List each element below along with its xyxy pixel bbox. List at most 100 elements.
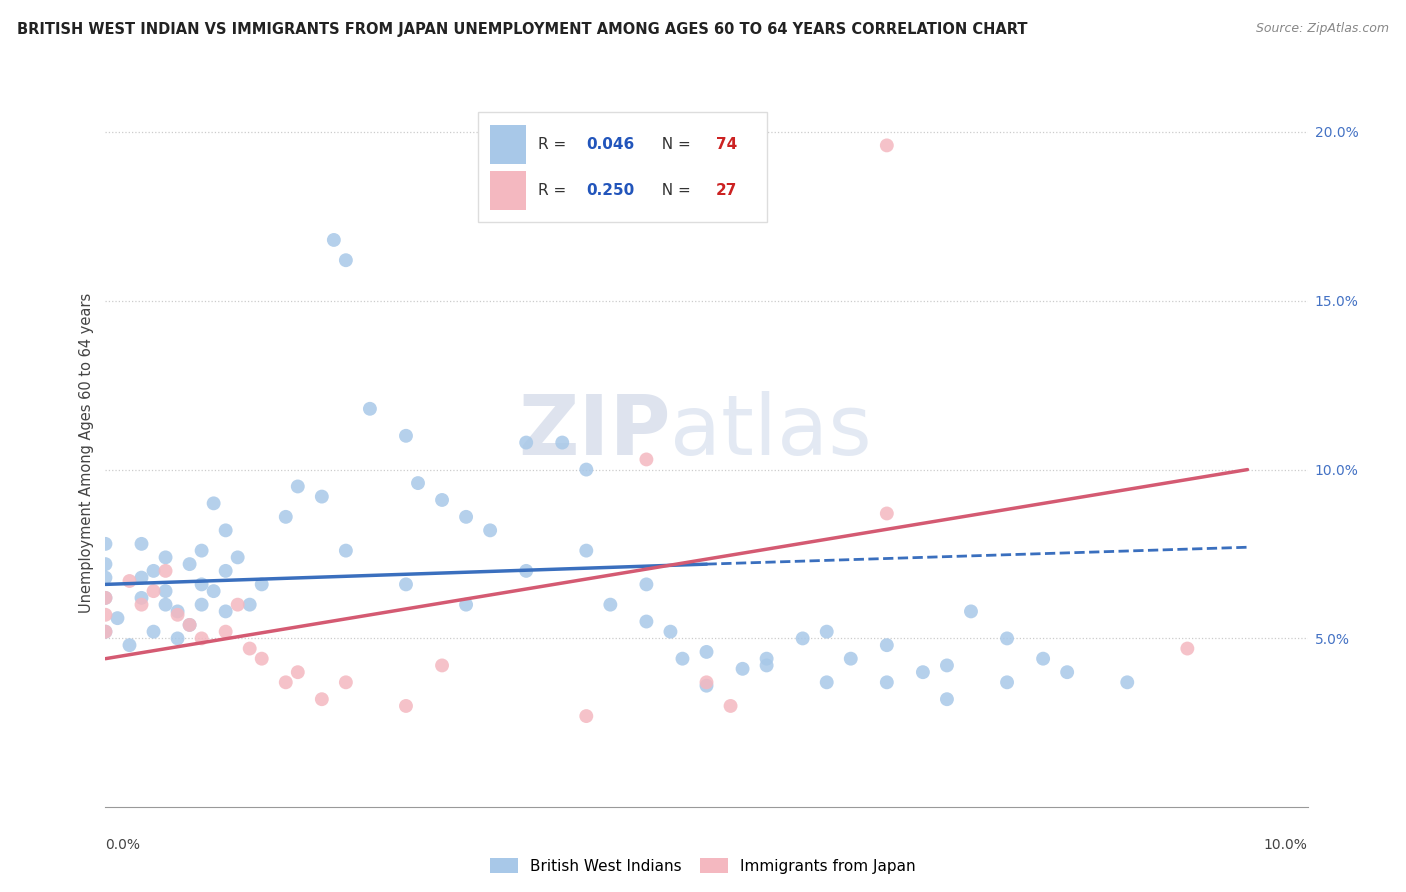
Point (515, 435, 537, 450)
Point (1056, 665, 1078, 680)
Point (515, 564, 537, 578)
Point (575, 709, 598, 723)
Text: R =: R = (538, 183, 571, 198)
Point (202, 584, 225, 599)
Point (250, 651, 273, 665)
Point (430, 658, 453, 673)
Point (190, 543, 212, 558)
Point (214, 604, 236, 618)
Point (671, 651, 693, 665)
Point (322, 233, 344, 247)
Point (131, 571, 153, 585)
Point (202, 496, 225, 510)
Point (575, 543, 598, 558)
Point (239, 641, 262, 656)
Point (995, 675, 1018, 690)
Point (731, 662, 754, 676)
Text: ZIP: ZIP (517, 391, 671, 472)
Point (815, 675, 838, 690)
Point (118, 638, 141, 652)
Point (94, 591, 117, 605)
Point (815, 624, 838, 639)
Point (755, 651, 778, 665)
Point (142, 624, 165, 639)
Point (190, 577, 212, 591)
Point (166, 604, 188, 618)
Point (190, 598, 212, 612)
Legend: British West Indians, Immigrants from Japan: British West Indians, Immigrants from Ja… (485, 852, 921, 880)
Point (876, 138, 898, 153)
Point (720, 698, 742, 713)
Point (936, 658, 959, 673)
Text: 0.046: 0.046 (586, 136, 634, 152)
Point (179, 557, 201, 571)
Point (311, 490, 333, 504)
Point (94, 607, 117, 622)
Point (94, 537, 117, 551)
Point (1116, 675, 1139, 690)
Point (839, 651, 862, 665)
Point (155, 584, 177, 599)
Point (1175, 641, 1198, 656)
Point (131, 537, 153, 551)
Point (430, 492, 453, 507)
Point (287, 665, 309, 680)
Point (755, 658, 778, 673)
Point (311, 692, 333, 706)
Point (94, 557, 117, 571)
Point (659, 624, 682, 639)
Point (287, 479, 309, 493)
Point (911, 665, 934, 680)
Point (636, 577, 658, 591)
Point (936, 692, 959, 706)
Text: N =: N = (652, 136, 696, 152)
Point (250, 577, 273, 591)
Text: 27: 27 (716, 183, 738, 198)
Point (551, 435, 574, 450)
Point (155, 550, 177, 565)
Text: 10.0%: 10.0% (1264, 838, 1308, 853)
Point (155, 564, 177, 578)
Point (131, 591, 153, 605)
Point (142, 564, 165, 578)
Point (107, 611, 129, 625)
Point (575, 462, 598, 476)
Point (454, 509, 477, 524)
Point (214, 524, 236, 538)
Point (155, 598, 177, 612)
Point (876, 507, 898, 521)
Point (166, 632, 188, 646)
Point (142, 584, 165, 599)
Text: N =: N = (652, 183, 696, 198)
Point (335, 675, 357, 690)
Point (406, 476, 429, 491)
Point (94, 571, 117, 585)
Point (696, 675, 718, 690)
Text: Source: ZipAtlas.com: Source: ZipAtlas.com (1256, 22, 1389, 36)
Point (226, 598, 249, 612)
Point (94, 591, 117, 605)
Text: 74: 74 (716, 136, 737, 152)
Point (1032, 651, 1054, 665)
Point (166, 607, 188, 622)
FancyBboxPatch shape (478, 112, 766, 222)
Point (636, 452, 658, 467)
Point (274, 675, 297, 690)
Point (179, 618, 201, 632)
Point (696, 645, 718, 659)
Text: BRITISH WEST INDIAN VS IMMIGRANTS FROM JAPAN UNEMPLOYMENT AMONG AGES 60 TO 64 YE: BRITISH WEST INDIAN VS IMMIGRANTS FROM J… (17, 22, 1028, 37)
Point (239, 598, 262, 612)
Point (995, 632, 1018, 646)
FancyBboxPatch shape (491, 170, 526, 210)
Point (876, 675, 898, 690)
Text: R =: R = (538, 136, 571, 152)
Point (359, 401, 381, 416)
Point (395, 429, 418, 443)
Point (792, 632, 814, 646)
Point (94, 624, 117, 639)
Text: 0.0%: 0.0% (105, 838, 141, 853)
Point (214, 624, 236, 639)
Point (226, 550, 249, 565)
Point (696, 679, 718, 693)
Point (395, 577, 418, 591)
